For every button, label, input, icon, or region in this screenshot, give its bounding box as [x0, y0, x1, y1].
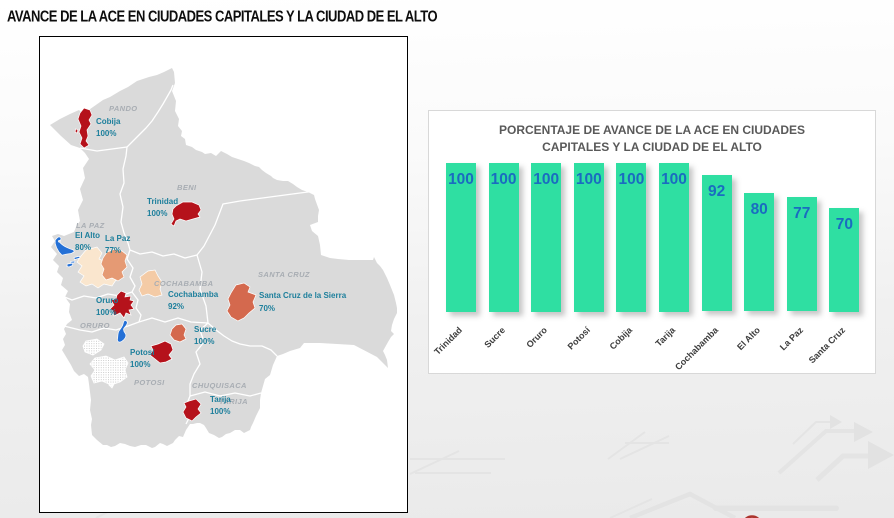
- svg-text:BENI: BENI: [177, 183, 197, 192]
- svg-text:COCHABAMBA: COCHABAMBA: [154, 279, 213, 288]
- svg-text:70%: 70%: [259, 304, 275, 313]
- svg-text:100%: 100%: [194, 337, 214, 346]
- svg-text:100%: 100%: [130, 360, 150, 369]
- svg-text:100%: 100%: [96, 129, 116, 138]
- svg-text:PANDO: PANDO: [109, 104, 138, 113]
- svg-text:Tarija: Tarija: [210, 395, 231, 404]
- svg-text:El Alto: El Alto: [75, 231, 100, 240]
- svg-text:TARIJA: TARIJA: [219, 397, 248, 406]
- svg-text:SANTA CRUZ: SANTA CRUZ: [258, 270, 310, 279]
- svg-text:LA PAZ: LA PAZ: [76, 221, 105, 230]
- svg-text:77%: 77%: [105, 246, 121, 255]
- svg-text:Sucre: Sucre: [194, 325, 217, 334]
- svg-text:ORURO: ORURO: [80, 321, 110, 330]
- svg-text:Potosí: Potosí: [130, 348, 155, 357]
- svg-text:Oruro: Oruro: [96, 296, 118, 305]
- svg-text:La Paz: La Paz: [105, 234, 130, 243]
- svg-text:Santa Cruz de la Sierra: Santa Cruz de la Sierra: [259, 291, 347, 300]
- svg-text:80%: 80%: [75, 243, 91, 252]
- svg-text:POTOSI: POTOSI: [134, 378, 165, 387]
- svg-text:100%: 100%: [96, 308, 116, 317]
- svg-text:92%: 92%: [168, 302, 184, 311]
- svg-text:100%: 100%: [210, 407, 230, 416]
- svg-text:100%: 100%: [147, 209, 167, 218]
- svg-text:Trinidad: Trinidad: [147, 197, 178, 206]
- svg-text:Cochabamba: Cochabamba: [168, 290, 219, 299]
- svg-text:Cobija: Cobija: [96, 117, 121, 126]
- svg-text:CHUQUISACA: CHUQUISACA: [192, 381, 247, 390]
